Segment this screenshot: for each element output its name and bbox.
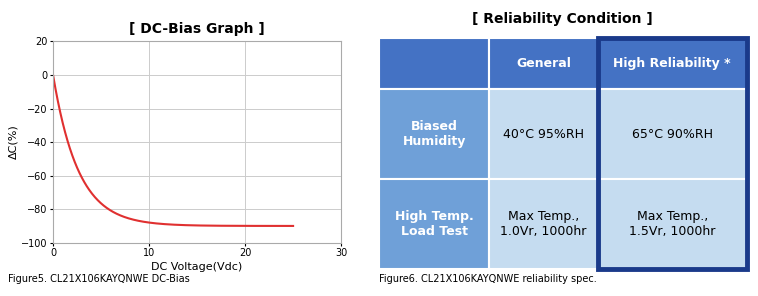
Text: 65°C 90%RH: 65°C 90%RH: [631, 128, 713, 141]
Y-axis label: ΔC(%): ΔC(%): [8, 125, 18, 160]
Text: Max Temp.,
1.5Vr, 1000hr: Max Temp., 1.5Vr, 1000hr: [629, 210, 716, 238]
Text: Max Temp.,
1.0Vr, 1000hr: Max Temp., 1.0Vr, 1000hr: [500, 210, 587, 238]
Title: [ DC-Bias Graph ]: [ DC-Bias Graph ]: [129, 22, 265, 36]
Text: Figure5. CL21X106KAYQNWE DC-Bias: Figure5. CL21X106KAYQNWE DC-Bias: [8, 274, 190, 284]
Text: Biased
Humidity: Biased Humidity: [402, 120, 466, 148]
Text: High Temp.
Load Test: High Temp. Load Test: [395, 210, 474, 238]
Text: High Reliability *: High Reliability *: [613, 57, 731, 70]
X-axis label: DC Voltage(Vdc): DC Voltage(Vdc): [152, 263, 243, 272]
Text: Figure6. CL21X106KAYQNWE reliability spec.: Figure6. CL21X106KAYQNWE reliability spe…: [379, 274, 597, 284]
Text: General: General: [516, 57, 571, 70]
Text: 40°C 95%RH: 40°C 95%RH: [503, 128, 584, 141]
Text: [ Reliability Condition ]: [ Reliability Condition ]: [472, 12, 653, 26]
